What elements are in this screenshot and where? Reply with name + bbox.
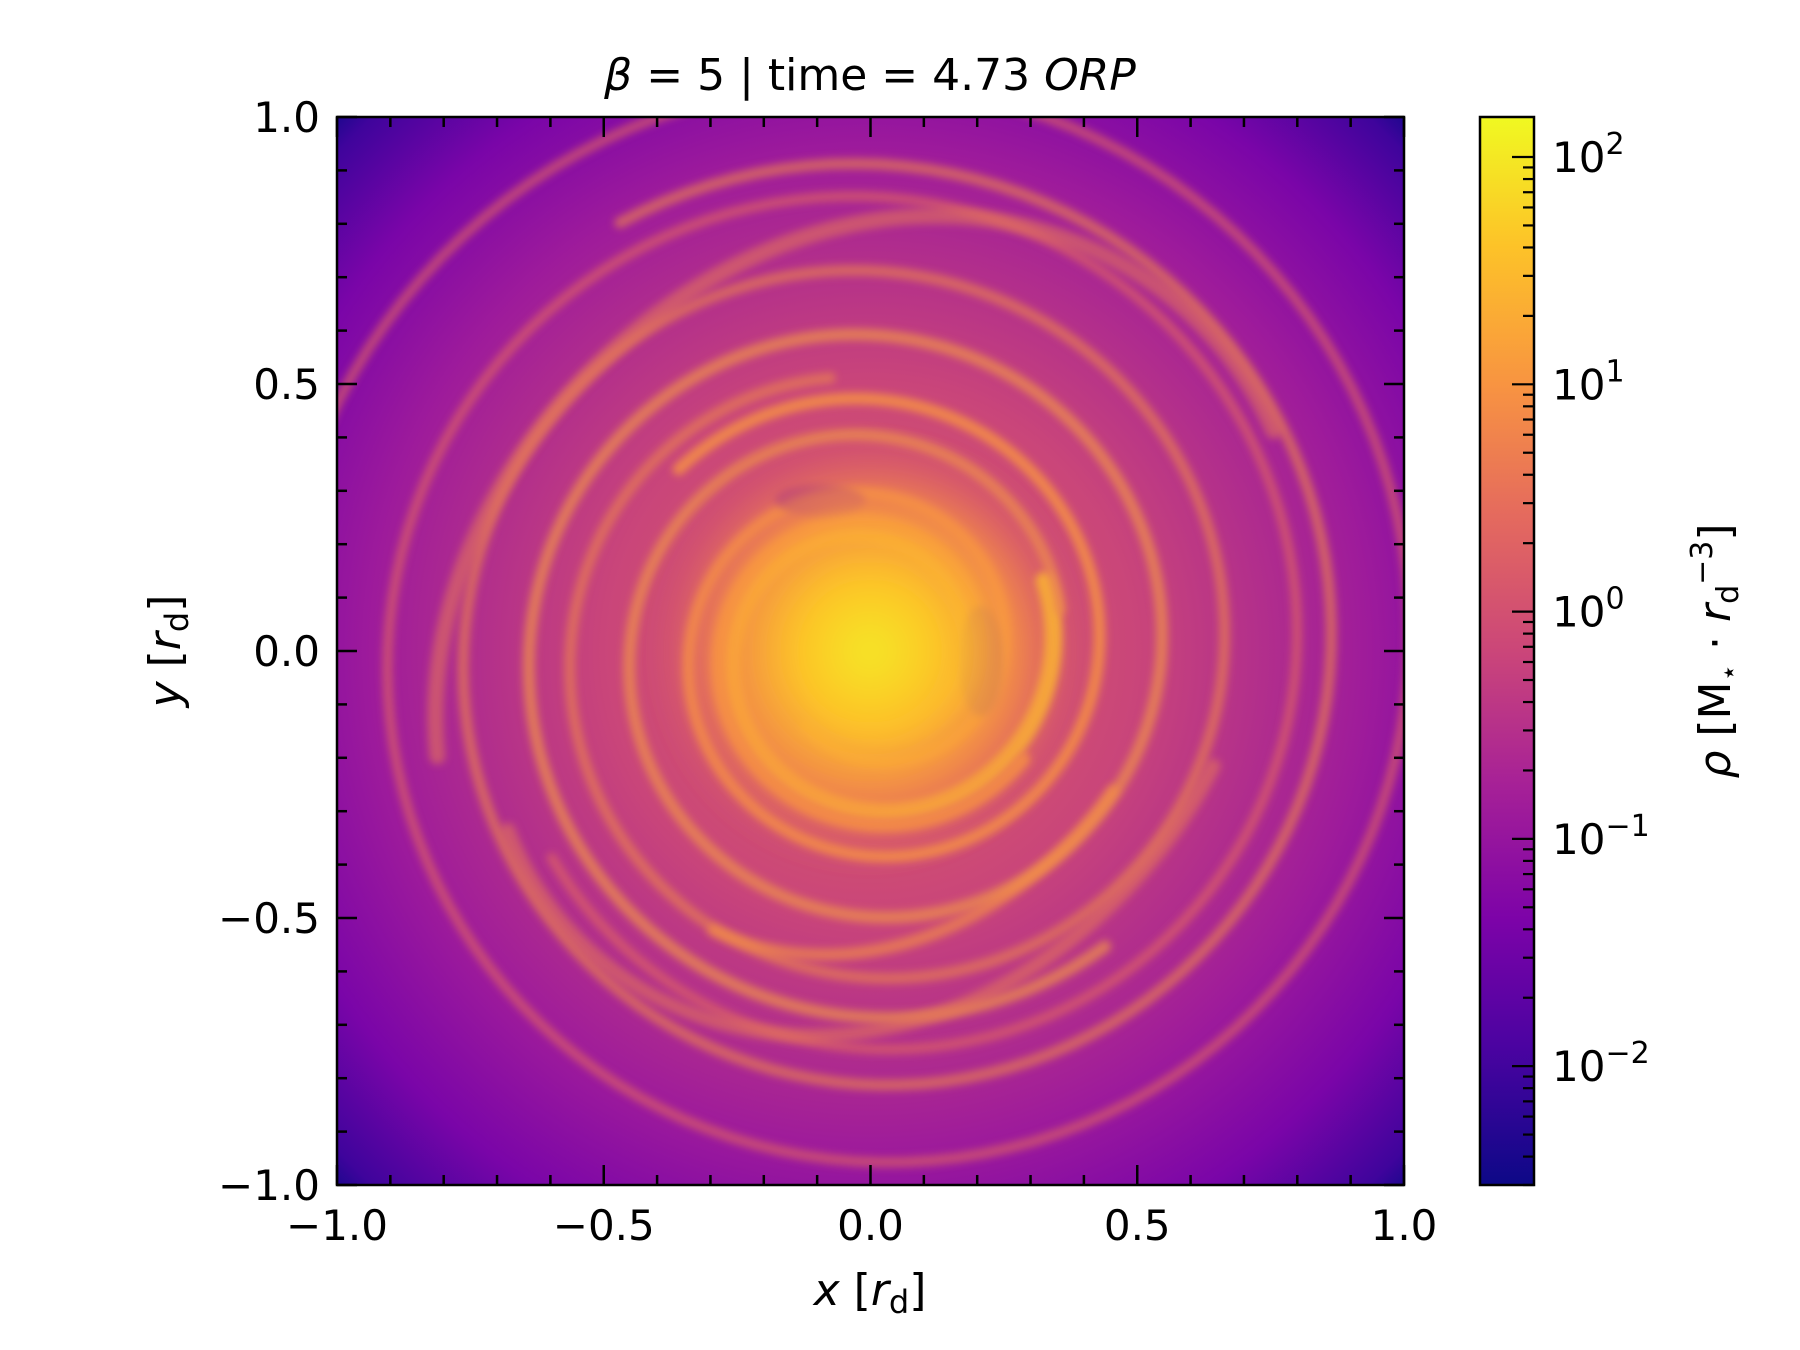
y-tick-label: −0.5 [218, 894, 320, 943]
cbar-tick-label: 102 [1552, 127, 1625, 182]
outer-arc [707, 784, 1119, 961]
y-tick-label: −1.0 [218, 1161, 320, 1210]
colorbar-label: ρ [M⋆ · rd−3] [1685, 523, 1746, 778]
colorbar-ticks: 10−2 10−1 100 101 102 [1512, 127, 1650, 1187]
x-tick-label: 0.5 [1104, 1201, 1171, 1250]
x-tick-label: 0.0 [837, 1201, 904, 1250]
axes: −1.0 −0.5 0.0 0.5 1.0 −1.0 −0.5 0.0 0.5 1.0 [218, 93, 1437, 1250]
x-tick-label: 1.0 [1371, 1201, 1438, 1250]
cbar-tick-label: 10−2 [1552, 1036, 1650, 1091]
spiral-arm [457, 158, 1337, 1091]
spiral-arm [522, 328, 1168, 1024]
x-axis-label: x [rd] [812, 1265, 927, 1321]
x-tick-label: −1.0 [286, 1201, 388, 1250]
y-axis-label: y [rd] [140, 595, 196, 710]
outer-arc [501, 758, 1221, 1043]
density-map [337, 117, 1404, 1185]
cbar-tick-label: 101 [1552, 354, 1625, 409]
spiral-arm [337, 117, 1404, 1168]
plot-title: β = 5 | time = 4.73 ORP [603, 50, 1136, 101]
dense-core [660, 441, 1080, 861]
y-tick-label: 1.0 [253, 93, 320, 142]
colorbar-frame [1478, 115, 1536, 1187]
y-tick-label: 0.0 [253, 627, 320, 676]
cbar-tick-label: 10−1 [1552, 809, 1650, 864]
outer-arc [427, 207, 1282, 765]
y-tick-label: 0.5 [253, 360, 320, 409]
colorbar [1480, 117, 1534, 1185]
cbar-tick-label: 100 [1552, 582, 1625, 637]
x-tick-label: −0.5 [553, 1201, 655, 1250]
